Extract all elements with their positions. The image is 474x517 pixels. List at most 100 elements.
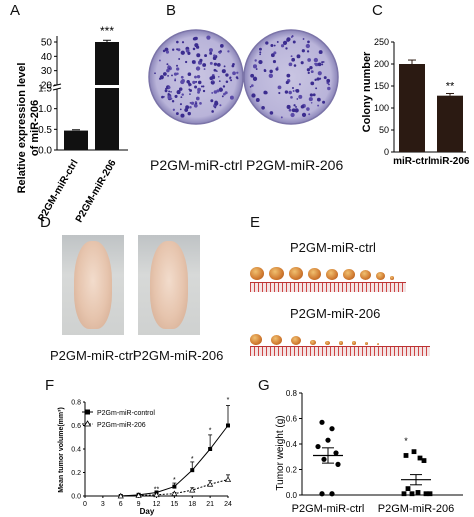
colony-ctrl (167, 95, 172, 100)
point-ctrl (315, 443, 321, 450)
colony-ctrl (227, 50, 230, 53)
panel-g-chart: Tumor weight (g) 0.0 0.2 0.4 0.6 0.8 * P2GM-m… (275, 389, 463, 515)
colony-ctrl (196, 53, 201, 58)
panel-c-bar (437, 95, 463, 152)
colony-ctrl (196, 74, 201, 79)
panel-g-ytick-label: 0.4 (286, 440, 298, 449)
colony-206 (259, 53, 261, 56)
colony-ctrl (209, 76, 214, 81)
panel-f-xtick-label: 18 (188, 501, 196, 508)
colony-ctrl (213, 62, 218, 66)
point-ctrl (319, 419, 325, 425)
panel-label-d: D (40, 214, 51, 231)
panel-f-ytick-label: 0.2 (71, 470, 81, 477)
plate-mir206 (243, 29, 339, 125)
panel-label-e: E (250, 214, 261, 231)
colony-ctrl (225, 73, 229, 77)
colony-206 (315, 87, 318, 90)
colony-ctrl (236, 71, 239, 74)
point-206 (427, 491, 433, 497)
panel-f-xtick-label: 24 (224, 501, 232, 508)
colony-ctrl (174, 78, 177, 81)
panel-a-ylabel-2: of miR-206 (29, 100, 41, 156)
colony-ctrl (171, 100, 175, 103)
colony-ctrl (189, 105, 192, 109)
colony-206 (273, 51, 277, 55)
legend-marker-control (85, 409, 90, 415)
panel-f-xtick-label: 0 (83, 501, 87, 508)
colony-206 (307, 58, 311, 62)
panel-a-tick-label: 0.0 (38, 146, 52, 157)
colony-206 (292, 40, 296, 44)
colony-ctrl (180, 75, 184, 79)
tumor-206 (291, 336, 301, 345)
colony-206 (286, 104, 291, 109)
colony-ctrl (194, 43, 199, 48)
colony-ctrl (175, 112, 179, 115)
panel-g-significance: * (404, 436, 408, 446)
colony-206 (252, 64, 258, 69)
colony-ctrl (174, 94, 178, 98)
point-206 (171, 490, 178, 497)
tumor-206 (271, 335, 282, 345)
mouse-photo-206 (138, 235, 200, 335)
colony-206 (309, 93, 314, 97)
colony-206 (250, 73, 255, 78)
panel-e-label-206: P2GM-miR-206 (290, 306, 381, 321)
colony-206 (255, 68, 258, 70)
colony-ctrl (200, 85, 203, 88)
colony-206 (251, 93, 256, 98)
colony-206 (291, 87, 294, 90)
colony-ctrl (225, 80, 229, 83)
panel-f-xtick-label: 12 (153, 501, 161, 508)
colony-ctrl (163, 72, 167, 76)
colony-206 (326, 78, 331, 83)
colony-ctrl (180, 113, 185, 118)
panel-a-bar-ctrl (64, 130, 88, 150)
point-206 (403, 453, 409, 458)
colony-ctrl (209, 61, 213, 65)
colony-ctrl (187, 72, 192, 76)
colony-206 (318, 50, 323, 55)
colony-ctrl (194, 85, 198, 89)
colony-ctrl (223, 92, 226, 96)
point-206 (153, 491, 160, 498)
panel-c-cat-1: miR-ctrl (393, 156, 431, 167)
panel-c-tick-label: 100 (374, 103, 389, 113)
colony-ctrl (158, 59, 161, 62)
colony-ctrl (195, 80, 198, 83)
tumor-row-206 (250, 325, 388, 345)
colony-ctrl (230, 79, 233, 82)
tumor-ctrl (343, 269, 355, 280)
colony-ctrl (189, 89, 192, 92)
colony-206 (310, 81, 315, 86)
point-ctrl (325, 437, 331, 443)
colony-206 (259, 51, 262, 54)
colony-ctrl (167, 86, 171, 89)
colony-ctrl (164, 89, 168, 93)
colony-ctrl (203, 68, 206, 70)
colony-206 (313, 57, 319, 63)
colony-ctrl (236, 77, 239, 80)
point-206 (224, 476, 232, 482)
panel-f-significance: * (191, 456, 194, 463)
colony-ctrl (221, 95, 224, 98)
colony-206 (296, 54, 301, 59)
panel-f-xtick-label: 21 (206, 501, 214, 508)
colony-ctrl (176, 48, 179, 51)
panel-a-tick-label: 30 (41, 66, 53, 77)
panel-g-ytick-label: 0.8 (286, 389, 298, 398)
point-ctrl (335, 461, 341, 467)
colony-206 (261, 105, 265, 110)
colony-ctrl (204, 54, 208, 58)
colony-ctrl (181, 79, 185, 83)
colony-206 (300, 61, 304, 65)
colony-ctrl (185, 105, 190, 110)
colony-206 (305, 43, 311, 49)
colony-206 (285, 47, 288, 50)
panel-f-ytick-label: 0.4 (71, 447, 81, 454)
colony-206 (288, 90, 292, 95)
point-206 (135, 492, 142, 498)
legend-marker-206 (83, 420, 92, 427)
colony-206 (290, 35, 293, 38)
